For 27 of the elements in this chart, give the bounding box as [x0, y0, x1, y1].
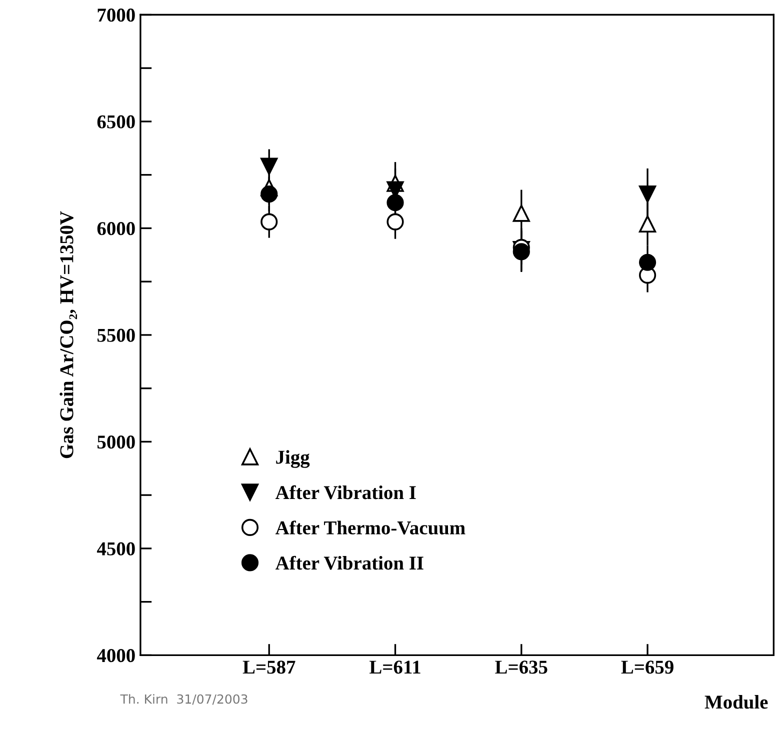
text: Th. Kirn 31/07/2003	[120, 694, 248, 705]
y-tick-label: 4500	[96, 542, 135, 556]
y-tick-label: 6500	[97, 115, 135, 128]
legend-label: Jigg	[276, 450, 310, 468]
x-tick-label: L=635	[495, 660, 548, 674]
point	[260, 158, 278, 175]
point	[386, 194, 404, 212]
x-tick-label: L=587	[242, 660, 296, 674]
point	[638, 254, 656, 271]
y-tick-label: 5000	[97, 436, 135, 449]
legend-label: After Vibration I	[275, 485, 416, 500]
legend-label: After Thermo-Vacuum	[275, 520, 466, 535]
y-tick-label: 4000	[96, 649, 135, 662]
point	[638, 186, 656, 203]
y-tick-label: 6000	[97, 222, 135, 236]
x-tick-label: L=659	[621, 660, 674, 674]
y-axis-title: Gas Gain Ar/CO₂, HV=1350V	[60, 211, 78, 458]
point	[260, 186, 278, 203]
point	[512, 204, 530, 222]
point	[386, 213, 404, 230]
y-tick-label: 5500	[97, 328, 135, 342]
legend-label: After Vibration II	[275, 556, 424, 570]
x-tick-label: L=611	[370, 660, 420, 674]
point	[260, 213, 278, 230]
y-tick-label: 7000	[98, 8, 135, 22]
point	[638, 215, 656, 232]
x-axis-title: Module	[704, 695, 768, 709]
